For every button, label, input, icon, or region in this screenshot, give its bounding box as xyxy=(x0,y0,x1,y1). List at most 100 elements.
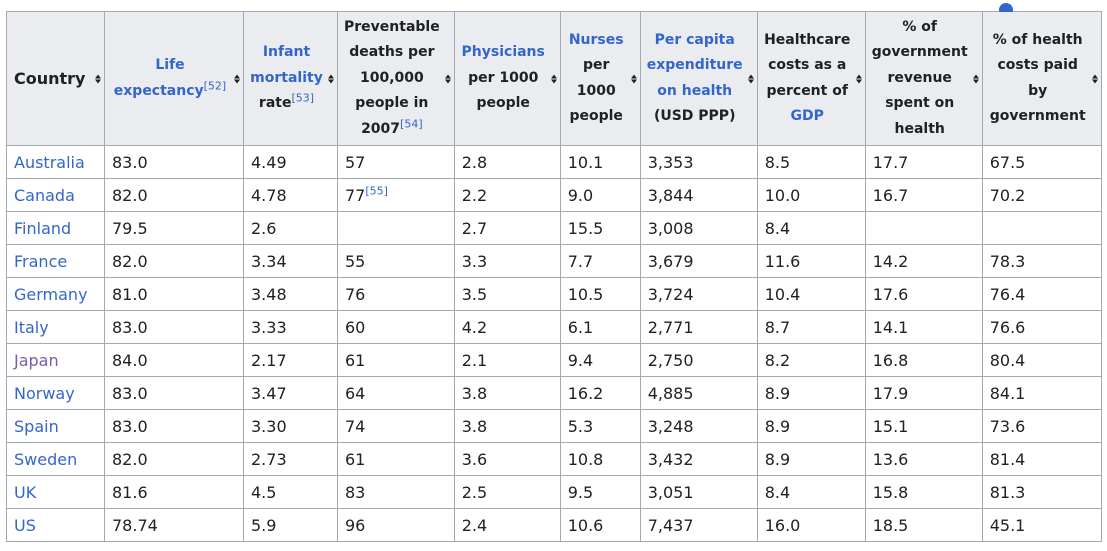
column-header-infant[interactable]: Infant mortality rate[53] xyxy=(243,11,338,146)
cell-value: 17.7 xyxy=(872,152,909,172)
cell-value: 8.4 xyxy=(764,218,791,238)
cell-value: 8.2 xyxy=(764,350,791,370)
country-link[interactable]: Germany xyxy=(14,284,88,304)
cell-value: 4.49 xyxy=(251,152,287,172)
cell-value: 3.3 xyxy=(461,251,488,271)
country-link[interactable]: France xyxy=(14,251,68,271)
sort-icon[interactable] xyxy=(855,74,862,83)
table-row: US 78.74 5.9 96 2.4 10.6 7,437 16.0 18.5 45.1 xyxy=(6,508,1102,542)
cell-value: 10.4 xyxy=(764,284,801,304)
country-link[interactable]: Norway xyxy=(14,383,75,403)
column-header-percapita[interactable]: Per capita expenditure on health (USD PP… xyxy=(639,11,758,146)
sort-icon[interactable] xyxy=(234,74,240,83)
column-header-govpaid[interactable]: % of health costs paid by government xyxy=(981,11,1102,146)
header-link-nurses[interactable]: Nurses xyxy=(568,31,624,48)
table-cell-life: 83.0 xyxy=(104,376,244,410)
table-cell-govrevenue: 17.7 xyxy=(864,145,983,179)
sort-icon[interactable] xyxy=(444,74,451,83)
sort-icon[interactable] xyxy=(328,74,334,83)
header-link-percapita[interactable]: Per capita expenditure on health xyxy=(646,31,743,99)
table-cell-govrevenue: 14.2 xyxy=(864,244,983,278)
cell-value: 3.30 xyxy=(251,416,287,436)
table-cell-physicians: 3.8 xyxy=(453,376,561,410)
cell-value: 17.9 xyxy=(872,383,909,403)
column-header-costs[interactable]: Healthcare costs as a percent of GDP xyxy=(756,11,866,146)
country-link[interactable]: US xyxy=(14,515,36,535)
table-cell-govpaid: 81.3 xyxy=(981,475,1102,509)
sort-icon[interactable] xyxy=(550,74,557,83)
column-header-govrevenue[interactable]: % of government revenue spent on health xyxy=(864,11,983,146)
table-cell-physicians: 3.8 xyxy=(453,409,561,443)
cell-value: 81.3 xyxy=(989,482,1026,502)
country-link[interactable]: Australia xyxy=(14,152,85,172)
country-cell: Germany xyxy=(6,277,105,311)
table-cell-percapita: 2,771 xyxy=(639,310,758,344)
table-cell-life: 83.0 xyxy=(104,145,244,179)
header-link-physicians[interactable]: Physicians xyxy=(461,44,545,61)
header-link-life[interactable]: Life expectancy xyxy=(113,57,204,99)
header-link-costs[interactable]: GDP xyxy=(790,108,824,124)
country-link[interactable]: Spain xyxy=(14,416,59,436)
table-cell-costs: 10.4 xyxy=(756,277,866,311)
header-text: % of health costs paid by government xyxy=(989,31,1086,125)
table-cell-infant: 3.30 xyxy=(243,409,338,443)
citation-link[interactable]: [54] xyxy=(400,117,423,131)
cell-value: 8.9 xyxy=(764,383,791,403)
country-link[interactable]: Japan xyxy=(14,350,59,370)
cell-value: 13.6 xyxy=(872,449,909,469)
table-cell-govrevenue xyxy=(864,211,983,245)
cell-value: 8.9 xyxy=(764,416,791,436)
table-cell-nurses: 6.1 xyxy=(559,310,641,344)
table-cell-costs: 8.7 xyxy=(756,310,866,344)
citation-link[interactable]: [55] xyxy=(365,184,388,198)
sort-icon[interactable] xyxy=(972,74,979,83)
country-cell: US xyxy=(6,508,105,542)
cell-value: 3,844 xyxy=(647,185,694,205)
table-cell-percapita: 3,432 xyxy=(639,442,758,476)
cell-value: 11.6 xyxy=(764,251,801,271)
table-cell-govpaid: 73.6 xyxy=(981,409,1102,443)
table-cell-life: 81.6 xyxy=(104,475,244,509)
sort-icon[interactable] xyxy=(630,74,637,83)
cell-value: 3.34 xyxy=(251,251,287,271)
table-cell-nurses: 10.8 xyxy=(559,442,641,476)
header-link-infant[interactable]: Infant mortality xyxy=(250,44,323,86)
cell-value: 17.6 xyxy=(872,284,909,304)
cell-value: 15.8 xyxy=(872,482,909,502)
cell-value: 4.5 xyxy=(251,482,277,502)
header-text: Healthcare costs as a percent of xyxy=(764,31,851,99)
country-link[interactable]: Italy xyxy=(14,317,49,337)
column-header-life[interactable]: Life expectancy[52] xyxy=(104,11,244,146)
sort-icon[interactable] xyxy=(1091,74,1098,83)
country-link[interactable]: Canada xyxy=(14,185,75,205)
country-link[interactable]: Sweden xyxy=(14,449,78,469)
column-header-physicians[interactable]: Physicians per 1000 people xyxy=(453,11,561,146)
sort-icon[interactable] xyxy=(95,74,101,83)
table-cell-nurses: 10.6 xyxy=(559,508,641,542)
cell-value: 78.74 xyxy=(112,515,158,535)
country-link[interactable]: UK xyxy=(14,482,37,502)
cell-value: 16.2 xyxy=(567,383,604,403)
column-header-label: Preventable deaths per 100,000 people in… xyxy=(338,15,454,143)
country-link[interactable]: Finland xyxy=(14,218,72,238)
cell-value: 3.8 xyxy=(461,416,488,436)
column-header-preventable[interactable]: Preventable deaths per 100,000 people in… xyxy=(337,11,455,146)
cell-value: 64 xyxy=(345,383,366,403)
citation-link[interactable]: [52] xyxy=(203,78,227,92)
column-header-nurses[interactable]: Nurses per 1000 people xyxy=(559,11,641,146)
column-header-label: % of government revenue spent on health xyxy=(866,15,982,143)
table-cell-preventable: 55 xyxy=(337,244,455,278)
header-text: per 1000 people xyxy=(468,69,539,112)
table-cell-infant: 3.33 xyxy=(243,310,338,344)
table-cell-costs: 10.0 xyxy=(756,178,866,212)
table-cell-costs: 8.4 xyxy=(756,475,866,509)
table-cell-physicians: 2.8 xyxy=(453,145,561,179)
sort-icon[interactable] xyxy=(747,74,754,83)
cell-value: 10.1 xyxy=(567,152,604,172)
column-header-country[interactable]: Country xyxy=(6,11,105,146)
citation-link[interactable]: [53] xyxy=(291,91,315,105)
cell-value: 3.8 xyxy=(461,383,488,403)
country-cell: France xyxy=(6,244,105,278)
table-cell-govrevenue: 16.8 xyxy=(864,343,983,377)
table-cell-govpaid: 76.6 xyxy=(981,310,1102,344)
